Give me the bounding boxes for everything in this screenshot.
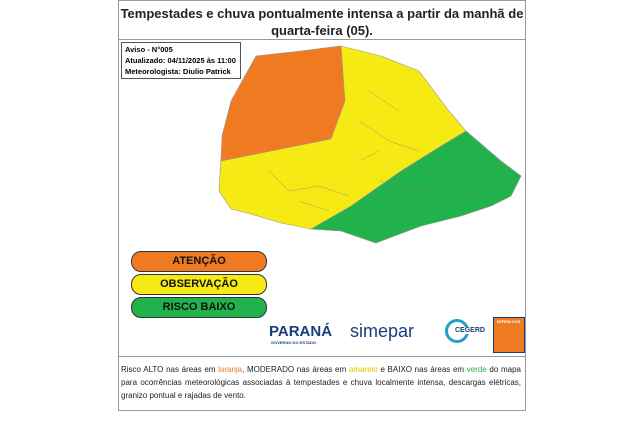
description-segment: , MODERADO nas áreas em	[242, 365, 349, 374]
description-segment: Risco ALTO nas áreas em	[121, 365, 219, 374]
zone-green	[309, 130, 522, 244]
logo-cegerd: CEGERD	[455, 327, 485, 334]
description-segment: laranja	[218, 365, 243, 374]
title-line: quarta-feira (05).	[271, 23, 373, 38]
description-segment: do mapa para ocorrências meteorológicas …	[121, 365, 522, 400]
logo-defesa-civil: DEFESA CIVIL	[493, 317, 525, 353]
alert-card: Tempestades e chuva pontualmente intensa…	[118, 0, 526, 411]
description-segment: amarelo	[348, 365, 378, 374]
description: Risco ALTO nas áreas em laranja, MODERAD…	[121, 363, 521, 402]
info-box: Aviso - N°005 Atualizado: 04/11/2025 às …	[121, 42, 241, 79]
logo-simepar: simepar	[350, 321, 415, 341]
title-line: Tempestades e chuva pontualmente intensa…	[120, 6, 524, 21]
description-segment: verde	[466, 365, 487, 374]
divider	[119, 39, 525, 40]
info-line: Aviso - N°005	[125, 45, 173, 54]
logo-sub: GOVERNO DO ESTADO	[271, 340, 317, 345]
description-segment: e BAIXO nas áreas em	[377, 365, 467, 374]
map	[218, 45, 522, 244]
legend-item: RISCO BAIXO	[131, 297, 267, 318]
legend-item: OBSERVAÇÃO	[131, 274, 267, 295]
title: Tempestades e chuva pontualmente intensa…	[119, 5, 525, 39]
divider	[119, 356, 525, 357]
legend-item: ATENÇÃO	[131, 251, 267, 272]
zone-orange	[220, 45, 346, 162]
info-line: Meteorologista: Diulio Patrick	[125, 67, 231, 76]
info-line: Atualizado: 04/11/2025 às 11:00	[125, 56, 236, 65]
logo-parana: PARANÁ	[269, 323, 333, 340]
logo-text: DEFESA CIVIL	[497, 320, 521, 324]
municipal-lines	[268, 90, 480, 212]
